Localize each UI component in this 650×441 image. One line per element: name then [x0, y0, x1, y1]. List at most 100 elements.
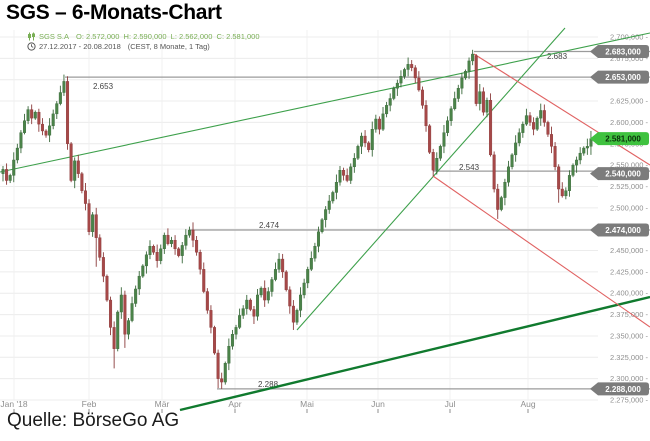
candle-up [141, 264, 145, 278]
candle-body [83, 190, 87, 204]
candle-body [137, 275, 141, 290]
axis-price-tags: 2.683,000 2.653,000 2.581,000 2.540,000 2.47… [590, 45, 649, 396]
candle-down [431, 148, 435, 177]
candle-down [101, 252, 105, 283]
candle-body [438, 146, 442, 159]
candle-up [1, 165, 5, 182]
candle-body [166, 234, 170, 244]
candle-body [406, 64, 410, 70]
candle-up [8, 173, 12, 184]
candle-body [496, 188, 500, 210]
candle-up [578, 147, 582, 165]
candle-body [277, 258, 281, 270]
candle-body [478, 91, 482, 104]
candle-body [73, 160, 77, 181]
candle-body [291, 305, 295, 323]
candle-up [180, 241, 184, 264]
candle-up [503, 178, 507, 206]
candle-body [234, 327, 238, 335]
candle-up [241, 305, 245, 319]
candle-down [560, 182, 564, 198]
current-price-tag: 2.581,000 [590, 132, 649, 146]
y-axis-tick-label: 2.400,000 - [610, 289, 648, 298]
candle-body [399, 76, 403, 84]
level-label-2.474: 2.474 [259, 221, 280, 230]
trendline-long-term-support-green [179, 295, 650, 412]
candle-body [37, 111, 41, 125]
candle-down [80, 171, 84, 194]
candle-down [417, 71, 421, 92]
candle-body [23, 120, 27, 133]
y-axis-tick-label: 2.550,000 - [610, 161, 648, 170]
candle-body [392, 88, 396, 99]
candle-up [395, 79, 399, 96]
candle-body [550, 134, 554, 147]
candle-up [51, 109, 55, 130]
candle-body [263, 287, 267, 301]
candle-body [62, 81, 66, 93]
candle-body [162, 234, 166, 250]
candle-up [471, 49, 475, 66]
candle-body [227, 345, 231, 364]
candle-up [245, 294, 249, 315]
candle-down [420, 86, 424, 109]
candle-body [66, 81, 70, 144]
level-price-tag: 2.540,000 [590, 167, 649, 181]
candle-up [564, 187, 568, 200]
candle-down [191, 222, 195, 248]
candle-down [202, 262, 206, 294]
candle-body [87, 203, 91, 232]
candle-body [377, 118, 381, 130]
candle-body [499, 197, 503, 210]
candle-body [123, 294, 127, 335]
candle-down [177, 247, 181, 258]
candle-up [403, 67, 407, 79]
candle-up [299, 287, 303, 318]
candle-body [521, 123, 525, 133]
candle-body [446, 120, 450, 133]
candle-up [392, 86, 396, 101]
candle-up [539, 103, 543, 126]
candle-up [144, 251, 148, 274]
candle-down [428, 124, 432, 155]
candle-body [302, 282, 306, 296]
candle-down [30, 104, 34, 125]
candle-up [33, 110, 37, 120]
trendline-steep-support-green [296, 27, 566, 331]
candle-up [302, 278, 306, 299]
candle-up [23, 113, 27, 135]
y-axis-tick-label: 2.525,000 - [610, 182, 648, 191]
candle-up [295, 308, 299, 325]
candle-body [223, 363, 227, 383]
candle-body [44, 130, 48, 136]
price-tag-shape [590, 382, 649, 396]
candle-body [313, 246, 317, 259]
candle-body [327, 200, 331, 210]
candle-down [152, 244, 156, 255]
instrument-candles-icon [28, 32, 35, 41]
candle-up [331, 190, 335, 204]
candle-body [152, 246, 156, 253]
candle-up [327, 195, 331, 214]
candle-up [406, 57, 410, 77]
candle-body [413, 67, 417, 79]
candle-body [40, 123, 44, 132]
candle-up [510, 153, 514, 170]
candle-body [169, 240, 173, 244]
candle-body [299, 294, 303, 311]
candle-body [141, 265, 145, 277]
candle-body [385, 105, 389, 115]
candle-down [198, 249, 202, 275]
candle-down [69, 142, 73, 183]
x-axis-month-label: Jan '18 [0, 399, 27, 409]
candle-up [463, 69, 467, 80]
candle-body [582, 147, 586, 154]
candle-body [428, 125, 432, 153]
candle-down [345, 168, 349, 183]
candle-body [560, 188, 564, 197]
candles [1, 49, 593, 389]
candle-body [216, 352, 220, 379]
candle-body [80, 173, 84, 191]
candle-body [126, 320, 130, 335]
